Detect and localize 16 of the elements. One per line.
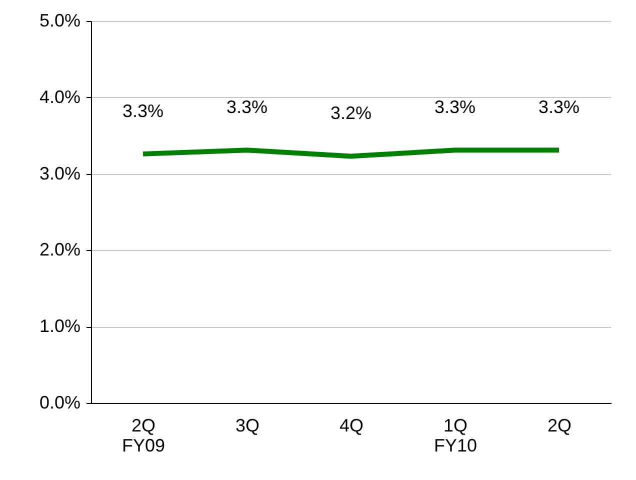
y-tick-label: 4.0% [39, 86, 80, 107]
x-tick-label: 2Q [547, 416, 572, 436]
y-tick-label: 0.0% [39, 392, 80, 412]
data-label: 3.3% [226, 97, 268, 118]
x-tick-label: 2Q FY09 [122, 416, 166, 456]
x-tick-label: 1Q FY10 [434, 416, 478, 456]
y-tick-label: 1.0% [39, 316, 80, 336]
x-tick-label: 4Q [339, 416, 364, 436]
y-tick-label: 5.0% [39, 10, 80, 30]
x-tick-label: 3Q [235, 416, 260, 436]
y-tick-label: 2.0% [39, 240, 80, 260]
data-label: 3.3% [538, 97, 580, 118]
data-label: 3.2% [330, 103, 372, 124]
data-label: 3.3% [122, 100, 164, 121]
data-label: 3.3% [434, 97, 476, 118]
y-tick-label: 3.0% [39, 163, 80, 184]
